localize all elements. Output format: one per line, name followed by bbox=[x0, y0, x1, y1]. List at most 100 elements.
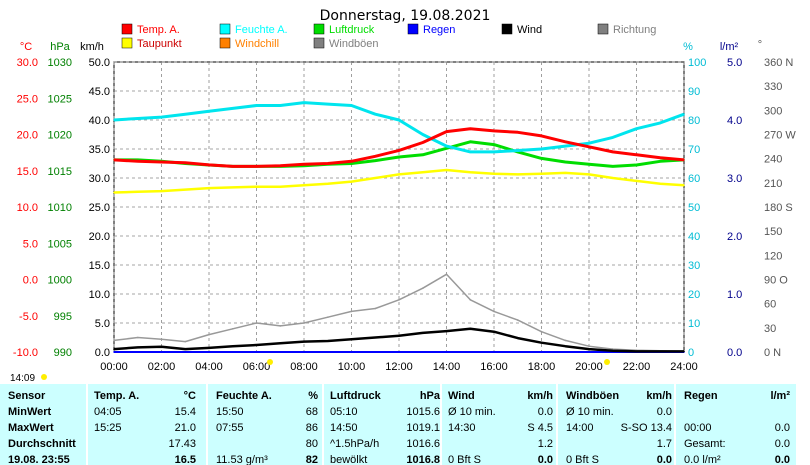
data-point bbox=[659, 122, 662, 124]
data-point bbox=[445, 169, 448, 171]
direction-tick-label: 180 S bbox=[764, 202, 793, 214]
table-cell: 14:30 bbox=[448, 422, 476, 434]
table-cell: 0.0 bbox=[537, 406, 553, 418]
data-point bbox=[374, 307, 377, 310]
direction-tick-label: 60 bbox=[764, 299, 776, 311]
pct-axis-unit: % bbox=[683, 41, 693, 53]
kmh-tick-label: 10.0 bbox=[89, 289, 110, 301]
data-point bbox=[588, 348, 590, 350]
data-point bbox=[469, 127, 472, 130]
data-point bbox=[160, 338, 163, 341]
data-point bbox=[326, 316, 329, 319]
table-cell: 04:05 bbox=[94, 406, 122, 418]
table-header-cell: Luftdruck bbox=[330, 390, 381, 402]
data-point bbox=[136, 351, 139, 353]
table-column-band bbox=[442, 384, 556, 465]
data-point bbox=[588, 163, 590, 166]
temp-tick-label: 30.0 bbox=[17, 57, 38, 69]
direction-tick-label: 0 N bbox=[764, 347, 781, 359]
data-point bbox=[421, 171, 424, 173]
table-column-band bbox=[88, 384, 206, 465]
pct-tick-label: 70 bbox=[688, 144, 700, 156]
hpa-axis-unit: hPa bbox=[50, 41, 70, 53]
pct-tick-label: 0 bbox=[688, 347, 694, 359]
direction-tick-label: 300 bbox=[764, 105, 782, 117]
table-cell: 15:25 bbox=[94, 422, 122, 434]
data-point bbox=[374, 159, 377, 162]
data-point bbox=[659, 156, 662, 159]
direction-tick-label: 150 bbox=[764, 226, 782, 238]
data-point bbox=[516, 173, 519, 176]
table-column-band bbox=[676, 384, 796, 465]
data-point bbox=[113, 119, 115, 121]
table-header-cell: Windböen bbox=[566, 390, 620, 402]
data-point bbox=[184, 340, 187, 343]
legend-swatch bbox=[313, 37, 325, 49]
data-point bbox=[516, 351, 519, 353]
data-point bbox=[540, 341, 543, 344]
pct-tick-label: 30 bbox=[688, 260, 700, 272]
table-cell: 15.4 bbox=[174, 406, 196, 418]
data-point bbox=[398, 173, 400, 176]
data-point bbox=[611, 177, 614, 179]
data-point bbox=[208, 347, 210, 349]
data-point bbox=[113, 159, 115, 161]
data-point bbox=[255, 322, 258, 324]
data-point bbox=[255, 344, 258, 346]
legend-label: Wind bbox=[517, 24, 542, 36]
data-point bbox=[445, 330, 448, 332]
data-point bbox=[136, 346, 139, 349]
data-point bbox=[445, 147, 448, 150]
direction-tick-label: 120 bbox=[764, 250, 782, 262]
data-point bbox=[113, 339, 115, 342]
table-cell: 00:00 bbox=[684, 422, 712, 434]
table-cell: 0.0 bbox=[774, 438, 790, 450]
data-point bbox=[540, 157, 543, 160]
plot-area bbox=[113, 101, 685, 353]
data-point bbox=[611, 350, 614, 352]
table-header-cell: km/h bbox=[646, 390, 672, 402]
hpa-tick-label: 1015 bbox=[48, 166, 72, 178]
data-point bbox=[160, 351, 163, 353]
legend-label: Regen bbox=[423, 24, 455, 36]
data-point bbox=[445, 351, 448, 353]
time-tick-label: 16:00 bbox=[480, 361, 508, 373]
data-point bbox=[564, 172, 567, 174]
table-cell: 0.0 bbox=[774, 422, 790, 434]
data-point bbox=[160, 190, 163, 192]
hpa-tick-label: 990 bbox=[54, 347, 72, 359]
legend-swatch bbox=[501, 23, 513, 35]
data-point bbox=[279, 104, 282, 107]
table-cell: 82 bbox=[305, 454, 318, 465]
data-point bbox=[588, 173, 590, 176]
data-point bbox=[326, 103, 329, 105]
sun-marker-icon bbox=[267, 359, 273, 365]
kmh-axis-unit: km/h bbox=[80, 41, 104, 53]
data-point bbox=[398, 351, 400, 353]
data-point bbox=[421, 141, 424, 144]
data-point bbox=[611, 348, 614, 350]
legend-label: Luftdruck bbox=[329, 24, 375, 36]
data-point bbox=[469, 328, 472, 330]
legend-swatch bbox=[219, 37, 231, 49]
pct-tick-label: 50 bbox=[688, 202, 700, 214]
legend-swatch bbox=[597, 23, 609, 35]
time-tick-label: 02:00 bbox=[148, 361, 176, 373]
data-point bbox=[255, 185, 258, 188]
data-point bbox=[588, 351, 590, 353]
table-cell: 0 Bft S bbox=[566, 454, 600, 465]
data-point bbox=[184, 161, 187, 164]
time-tick-label: 10:00 bbox=[338, 361, 366, 373]
data-point bbox=[350, 310, 353, 313]
table-cell: Gesamt: bbox=[684, 438, 726, 450]
data-point bbox=[493, 330, 495, 333]
table-cell: 68 bbox=[305, 406, 318, 418]
direction-tick-label: 330 bbox=[764, 81, 782, 93]
lm2-axis-unit: l/m² bbox=[720, 41, 739, 53]
hpa-tick-label: 995 bbox=[54, 311, 72, 323]
direction-tick-label: 360 N bbox=[764, 57, 793, 69]
kmh-tick-label: 15.0 bbox=[89, 260, 110, 272]
table-cell: 0.0 bbox=[656, 454, 672, 465]
data-point bbox=[136, 190, 139, 193]
table-header-cell: hPa bbox=[419, 390, 440, 402]
